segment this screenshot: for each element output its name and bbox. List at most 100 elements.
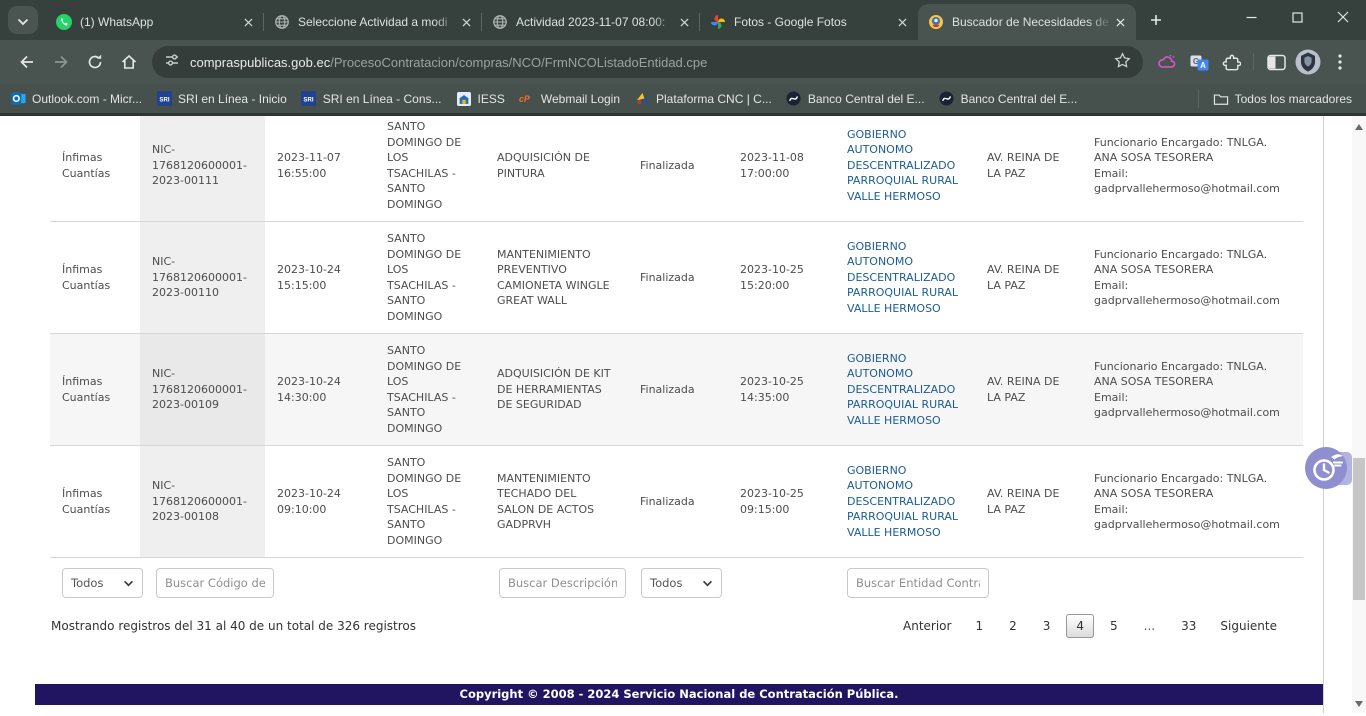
bookmark-outlook[interactable]: Outlook.com - Micr... — [10, 91, 142, 107]
site-settings-icon[interactable] — [164, 52, 180, 72]
menu-kebab-icon[interactable] — [1324, 46, 1356, 78]
plus-icon — [1150, 11, 1162, 30]
scroll-up-button[interactable] — [1352, 120, 1366, 134]
page-number-1[interactable]: 1 — [965, 614, 993, 638]
previous-page-button[interactable]: Anterior — [895, 615, 959, 637]
bookmark-label: Outlook.com - Micr... — [32, 92, 142, 106]
table-info-row: Mostrando registros del 31 al 40 de un t… — [35, 614, 1323, 638]
cell-direccion: AV. REINA DE LA PAZ — [975, 446, 1082, 558]
svg-text:A: A — [1200, 61, 1206, 70]
bookmark-sri-consultas[interactable]: SRI SRI en Línea - Cons... — [301, 91, 442, 107]
filter-row: Todos Todos — [35, 558, 1323, 606]
cell-objeto: MANTENIMIENTO TECHADO DEL SALON DE ACTOS… — [485, 446, 628, 558]
bookmark-plataforma-cnc[interactable]: Plataforma CNC | C... — [634, 91, 772, 107]
all-bookmarks-button[interactable]: Todos los marcadores — [1213, 91, 1352, 107]
page-number-3[interactable]: 3 — [1033, 614, 1061, 638]
next-page-button[interactable]: Siguiente — [1212, 615, 1285, 637]
tab-title: Fotos - Google Fotos — [734, 15, 894, 29]
forward-button[interactable] — [44, 45, 78, 79]
cell-entidad[interactable]: GOBIERNO AUTONOMO DESCENTRALIZADO PARROQ… — [835, 222, 975, 334]
tab-actividad[interactable]: Actividad 2023-11-07 08:00: — [482, 4, 700, 40]
extensions-puzzle-icon[interactable] — [1215, 46, 1247, 78]
profile-avatar[interactable] — [1292, 46, 1324, 78]
cell-entidad[interactable]: GOBIERNO AUTONOMO DESCENTRALIZADO PARROQ… — [835, 334, 975, 446]
close-window-button[interactable] — [1320, 0, 1366, 34]
iess-icon — [456, 91, 472, 107]
scroll-down-button[interactable] — [1352, 697, 1366, 711]
winged-clock-icon — [1304, 445, 1349, 490]
url-text: compraspublicas.gob.ec/ProcesoContrataci… — [190, 55, 707, 70]
descripcion-filter-input[interactable] — [499, 568, 626, 598]
cell-localidad: SANTO DOMINGO DE LOS TSACHILAS - SANTO D… — [375, 222, 485, 334]
cell-tipo: Ínfimas Cuantías — [50, 446, 140, 558]
close-icon[interactable] — [458, 14, 474, 30]
minimize-button[interactable] — [1228, 0, 1274, 34]
entidad-filter-input[interactable] — [847, 568, 989, 598]
bookmark-webmail[interactable]: cP Webmail Login — [519, 91, 620, 107]
cell-objeto: ADQUISICIÓN DE PINTURA — [485, 116, 628, 222]
cell-codigo: NIC-1768120600001-2023-00108 — [140, 446, 265, 558]
pagination: Anterior 12345...33 Siguiente — [889, 614, 1285, 638]
bookmarks-bar: Outlook.com - Micr... SRI SRI en Línea -… — [0, 84, 1366, 116]
tipo-filter-select[interactable]: Todos — [62, 568, 143, 598]
close-icon[interactable] — [894, 14, 910, 30]
cell-fecha_publicacion: 2023-11-07 16:55:00 — [265, 116, 375, 222]
browser-window: (1) WhatsApp Seleccione Actividad a modi… — [0, 0, 1366, 116]
cell-estado: Finalizada — [628, 116, 728, 222]
page-number-5[interactable]: 5 — [1100, 614, 1128, 638]
cpanel-icon: cP — [519, 91, 535, 107]
bookmark-iess[interactable]: IESS — [456, 91, 505, 107]
cell-localidad: SANTO DOMINGO DE LOS TSACHILAS - SANTO D… — [375, 116, 485, 222]
ecuador-emblem-icon — [928, 14, 944, 30]
estado-filter-select[interactable]: Todos — [641, 568, 722, 598]
reload-button[interactable] — [78, 45, 112, 79]
tab-whatsapp[interactable]: (1) WhatsApp — [46, 4, 264, 40]
close-icon[interactable] — [676, 14, 692, 30]
back-button[interactable] — [10, 45, 44, 79]
page-number-2[interactable]: 2 — [999, 614, 1027, 638]
tab-title: Seleccione Actividad a modi — [298, 15, 458, 29]
bookmark-star-icon[interactable] — [1114, 52, 1131, 73]
cell-entidad[interactable]: GOBIERNO AUTONOMO DESCENTRALIZADO PARROQ… — [835, 446, 975, 558]
url-domain: compraspublicas.gob.ec — [190, 55, 330, 70]
address-bar[interactable]: compraspublicas.gob.ec/ProcesoContrataci… — [152, 46, 1143, 78]
home-button[interactable] — [112, 45, 146, 79]
cell-entidad[interactable]: GOBIERNO AUTONOMO DESCENTRALIZADO PARROQ… — [835, 116, 975, 222]
bookmark-banco-central-1[interactable]: Banco Central del E... — [786, 91, 925, 107]
maximize-button[interactable] — [1274, 0, 1320, 34]
extension-weather-icon[interactable] — [1151, 46, 1183, 78]
cell-contacto: Funcionario Encargado: TNLGA. ANA SOSA T… — [1082, 222, 1303, 334]
cell-fecha_publicacion: 2023-10-24 14:30:00 — [265, 334, 375, 446]
tab-seleccione-actividad[interactable]: Seleccione Actividad a modi — [264, 4, 482, 40]
cell-estado: Finalizada — [628, 222, 728, 334]
tab-buscador-necesidades[interactable]: Buscador de Necesidades de — [918, 4, 1136, 40]
codigo-filter-input[interactable] — [156, 568, 274, 598]
cell-localidad: SANTO DOMINGO DE LOS TSACHILAS - SANTO D… — [375, 334, 485, 446]
cell-direccion: AV. REINA DE LA PAZ — [975, 334, 1082, 446]
banco-central-icon — [786, 91, 802, 107]
bookmark-banco-central-2[interactable]: Banco Central del E... — [939, 91, 1078, 107]
cell-contacto: Funcionario Encargado: TNLGA. ANA SOSA T… — [1082, 334, 1303, 446]
table-row: Ínfimas CuantíasNIC-1768120600001-2023-0… — [50, 334, 1303, 446]
page-ellipsis: ... — [1134, 614, 1165, 638]
page-number-33[interactable]: 33 — [1171, 614, 1206, 638]
google-translate-icon[interactable]: GA — [1183, 46, 1215, 78]
scrollbar-thumb[interactable] — [1353, 458, 1365, 600]
bookmarks-divider — [1198, 90, 1199, 108]
cell-objeto: ADQUISICIÓN DE KIT DE HERRAMIENTAS DE SE… — [485, 334, 628, 446]
floating-clock-widget[interactable] — [1304, 445, 1354, 491]
cell-contacto: Funcionario Encargado: TNLGA. ANA SOSA T… — [1082, 116, 1303, 222]
cell-fecha_publicacion: 2023-10-24 15:15:00 — [265, 222, 375, 334]
new-tab-button[interactable] — [1142, 6, 1170, 34]
tab-title: Actividad 2023-11-07 08:00: — [516, 15, 676, 29]
cell-fecha_limite: 2023-10-25 09:15:00 — [728, 446, 835, 558]
bookmark-label: IESS — [478, 92, 505, 106]
tab-search-button[interactable] — [8, 6, 38, 34]
cell-tipo: Ínfimas Cuantías — [50, 334, 140, 446]
bookmark-sri-inicio[interactable]: SRI SRI en Línea - Inicio — [156, 91, 287, 107]
tab-google-fotos[interactable]: Fotos - Google Fotos — [700, 4, 918, 40]
side-panel-icon[interactable] — [1260, 46, 1292, 78]
close-icon[interactable] — [240, 14, 256, 30]
page-number-4[interactable]: 4 — [1066, 614, 1094, 638]
close-icon[interactable] — [1112, 14, 1128, 30]
